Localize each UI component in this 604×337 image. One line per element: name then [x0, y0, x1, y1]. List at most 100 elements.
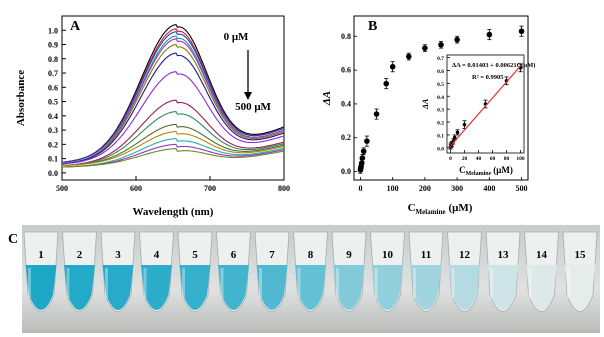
- panel-a-spectrum-line: [61, 44, 285, 165]
- tube-label: 8: [308, 249, 314, 261]
- panel-b-xtick-label: 300: [451, 184, 463, 193]
- tube-liquid: [564, 265, 596, 310]
- tube-highlight: [413, 268, 416, 298]
- panel-a-xtick-label: 600: [130, 184, 142, 193]
- panel-b-ytick-label: 0.8: [341, 32, 351, 41]
- panel-a-xtick-label: 500: [56, 184, 68, 193]
- panel-a-ytick-label: 0.9: [48, 41, 58, 50]
- tube-label: 6: [231, 249, 237, 261]
- panel-c-label: C: [8, 232, 18, 247]
- panel-b-xtick-label: 500: [516, 184, 528, 193]
- panel-a-ytick-label: 1.0: [48, 26, 58, 35]
- panel-a-spectrum-line: [61, 99, 285, 166]
- panel-b-point: [389, 63, 396, 70]
- tube-row: 1 2 3 4 5 6 7 8 9 10 11 12 13 14 15: [23, 231, 598, 312]
- inset-xtick-label: 0: [449, 156, 452, 162]
- tube-highlight: [259, 268, 262, 298]
- tube-label: 15: [575, 249, 587, 261]
- tube-label: 14: [536, 249, 548, 261]
- panel-a-ytick-label: 0.3: [48, 126, 58, 135]
- inset-ytick-label: 0.7: [437, 56, 444, 62]
- tube-liquid: [487, 265, 519, 310]
- tube-liquid: [410, 265, 442, 310]
- tube-label: 2: [77, 249, 83, 261]
- panel-a-ylabel: Absorbance: [15, 70, 27, 126]
- panel-a-ytick-label: 0.4: [48, 112, 58, 121]
- tube-label: 11: [421, 249, 431, 261]
- tube-highlight: [220, 268, 224, 298]
- tube-highlight: [297, 268, 301, 298]
- panel-a-spectrum-line: [61, 111, 285, 167]
- tube-liquid: [218, 265, 249, 310]
- panel-b-point: [438, 41, 444, 48]
- inset-ytick-label: 0.6: [437, 69, 444, 75]
- panel-b-point: [422, 45, 428, 51]
- tube-label: 9: [346, 249, 352, 261]
- tube-highlight: [374, 268, 378, 298]
- panel-b-point: [373, 111, 380, 117]
- panel-a-label: A: [70, 19, 81, 34]
- tube-liquid: [449, 265, 480, 310]
- tube-label: 7: [269, 249, 275, 261]
- tube-liquid: [372, 265, 403, 310]
- panel-b-xlabel-sub: Melamine: [416, 208, 446, 216]
- tube-label: 1: [38, 249, 44, 261]
- inset-point: [452, 135, 457, 140]
- panel-b-xtick-label: 0: [358, 184, 362, 193]
- panel-b-point: [364, 138, 370, 144]
- panel-a-ytick-label: 0.0: [48, 169, 58, 178]
- tube-highlight: [143, 268, 147, 298]
- tube-liquid: [102, 265, 134, 310]
- panel-b-point: [486, 31, 493, 38]
- inset-xlabel-main: C: [459, 165, 466, 175]
- panel-a-spectrum-line: [61, 31, 285, 163]
- tube-highlight: [451, 268, 455, 298]
- panel-a-spectrum-line: [61, 71, 285, 165]
- inset-ylabel: ΔA: [421, 98, 430, 110]
- tube-highlight: [182, 268, 185, 298]
- inset-equation: ΔA = 0.01403 + 0.00621C(μM): [452, 62, 535, 69]
- panel-a-ytick-label: 0.2: [48, 140, 58, 149]
- tube-highlight: [567, 268, 570, 298]
- panel-b-xlabel: CMelamine (μM): [408, 202, 473, 216]
- panel-b-ytick-label: 0.2: [341, 133, 351, 142]
- panel-a-xtick-label: 700: [204, 184, 216, 193]
- inset-xtick-label: 20: [462, 156, 468, 162]
- panel-a-spectrum-line: [61, 148, 285, 168]
- panel-a-ytick-label: 0.1: [48, 155, 58, 164]
- inset-ytick-label: 0.4: [437, 95, 444, 101]
- inset-xtick-label: 80: [504, 156, 510, 162]
- tube-liquid: [256, 265, 288, 310]
- inset-xtick-label: 100: [516, 156, 525, 162]
- tube-highlight: [66, 268, 70, 298]
- panel-a-xtick-label: 800: [278, 184, 290, 193]
- tube-liquid: [295, 265, 326, 310]
- inset-frame: [446, 54, 525, 154]
- panel-b-xlabel-main: C: [408, 202, 416, 214]
- tube-liquid: [526, 265, 557, 310]
- panel-b-point: [383, 80, 390, 87]
- panel-b-frame: [353, 15, 529, 181]
- panel-b-label: B: [368, 19, 377, 34]
- panel-a-annotation-top: 0 μM: [224, 31, 249, 43]
- panel-b-ytick-label: 0.6: [341, 66, 351, 75]
- panel-c: C 1 2 3 4 5 6 7 8 9 10 11 12 13 14 15: [8, 225, 600, 333]
- inset-ytick-label: 0.5: [437, 82, 444, 88]
- tube-label: 12: [459, 249, 471, 261]
- panel-b-point: [360, 148, 367, 155]
- tube-label: 10: [382, 249, 394, 261]
- panel-a-spectrum-line: [61, 52, 285, 165]
- panel-b-point: [454, 36, 460, 43]
- tube-highlight: [490, 268, 493, 298]
- tube-liquid: [179, 265, 211, 310]
- inset-xlabel: CMelamine (μM): [459, 165, 513, 177]
- panel-b-ylabel: ΔA: [321, 91, 333, 106]
- tube-liquid: [141, 265, 172, 310]
- panel-b-xtick-label: 400: [483, 184, 495, 193]
- tube-highlight: [336, 268, 339, 298]
- panel-a-frame: [61, 15, 285, 181]
- inset-point: [462, 122, 467, 127]
- panel-b-xlabel-unit: (μM): [448, 202, 472, 214]
